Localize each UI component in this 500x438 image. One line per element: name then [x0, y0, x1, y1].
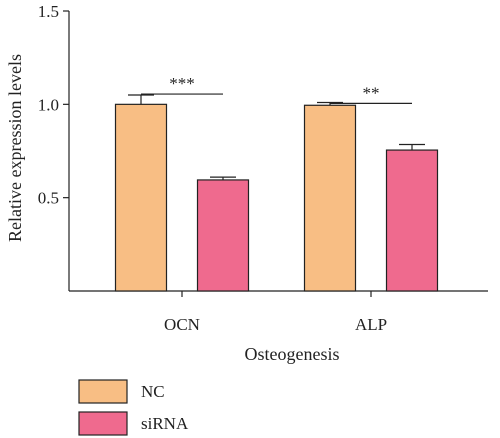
y-tick-label: 1.5: [38, 2, 59, 21]
x-tick-label: ALP: [355, 315, 387, 334]
legend: NC siRNA: [78, 379, 189, 436]
bar-nc-alp: [303, 104, 357, 292]
x-axis-title: Osteogenesis: [245, 344, 340, 364]
bar-nc-ocn: [114, 103, 168, 292]
legend-swatch-nc: [78, 379, 128, 404]
bar-sirna-alp: [385, 149, 439, 292]
significance-label: ***: [169, 74, 195, 93]
y-axis-title: Relative expression levels: [5, 54, 25, 242]
legend-label-sirna: siRNA: [141, 414, 189, 433]
y-tick-label: 0.5: [38, 189, 59, 208]
legend-label-nc: NC: [141, 382, 165, 401]
legend-swatch-sirna: [78, 411, 128, 436]
x-tick-label: OCN: [164, 315, 200, 334]
y-tick-label: 1.0: [38, 95, 59, 114]
significance-label: **: [363, 83, 380, 102]
bar-sirna-ocn: [196, 179, 250, 292]
